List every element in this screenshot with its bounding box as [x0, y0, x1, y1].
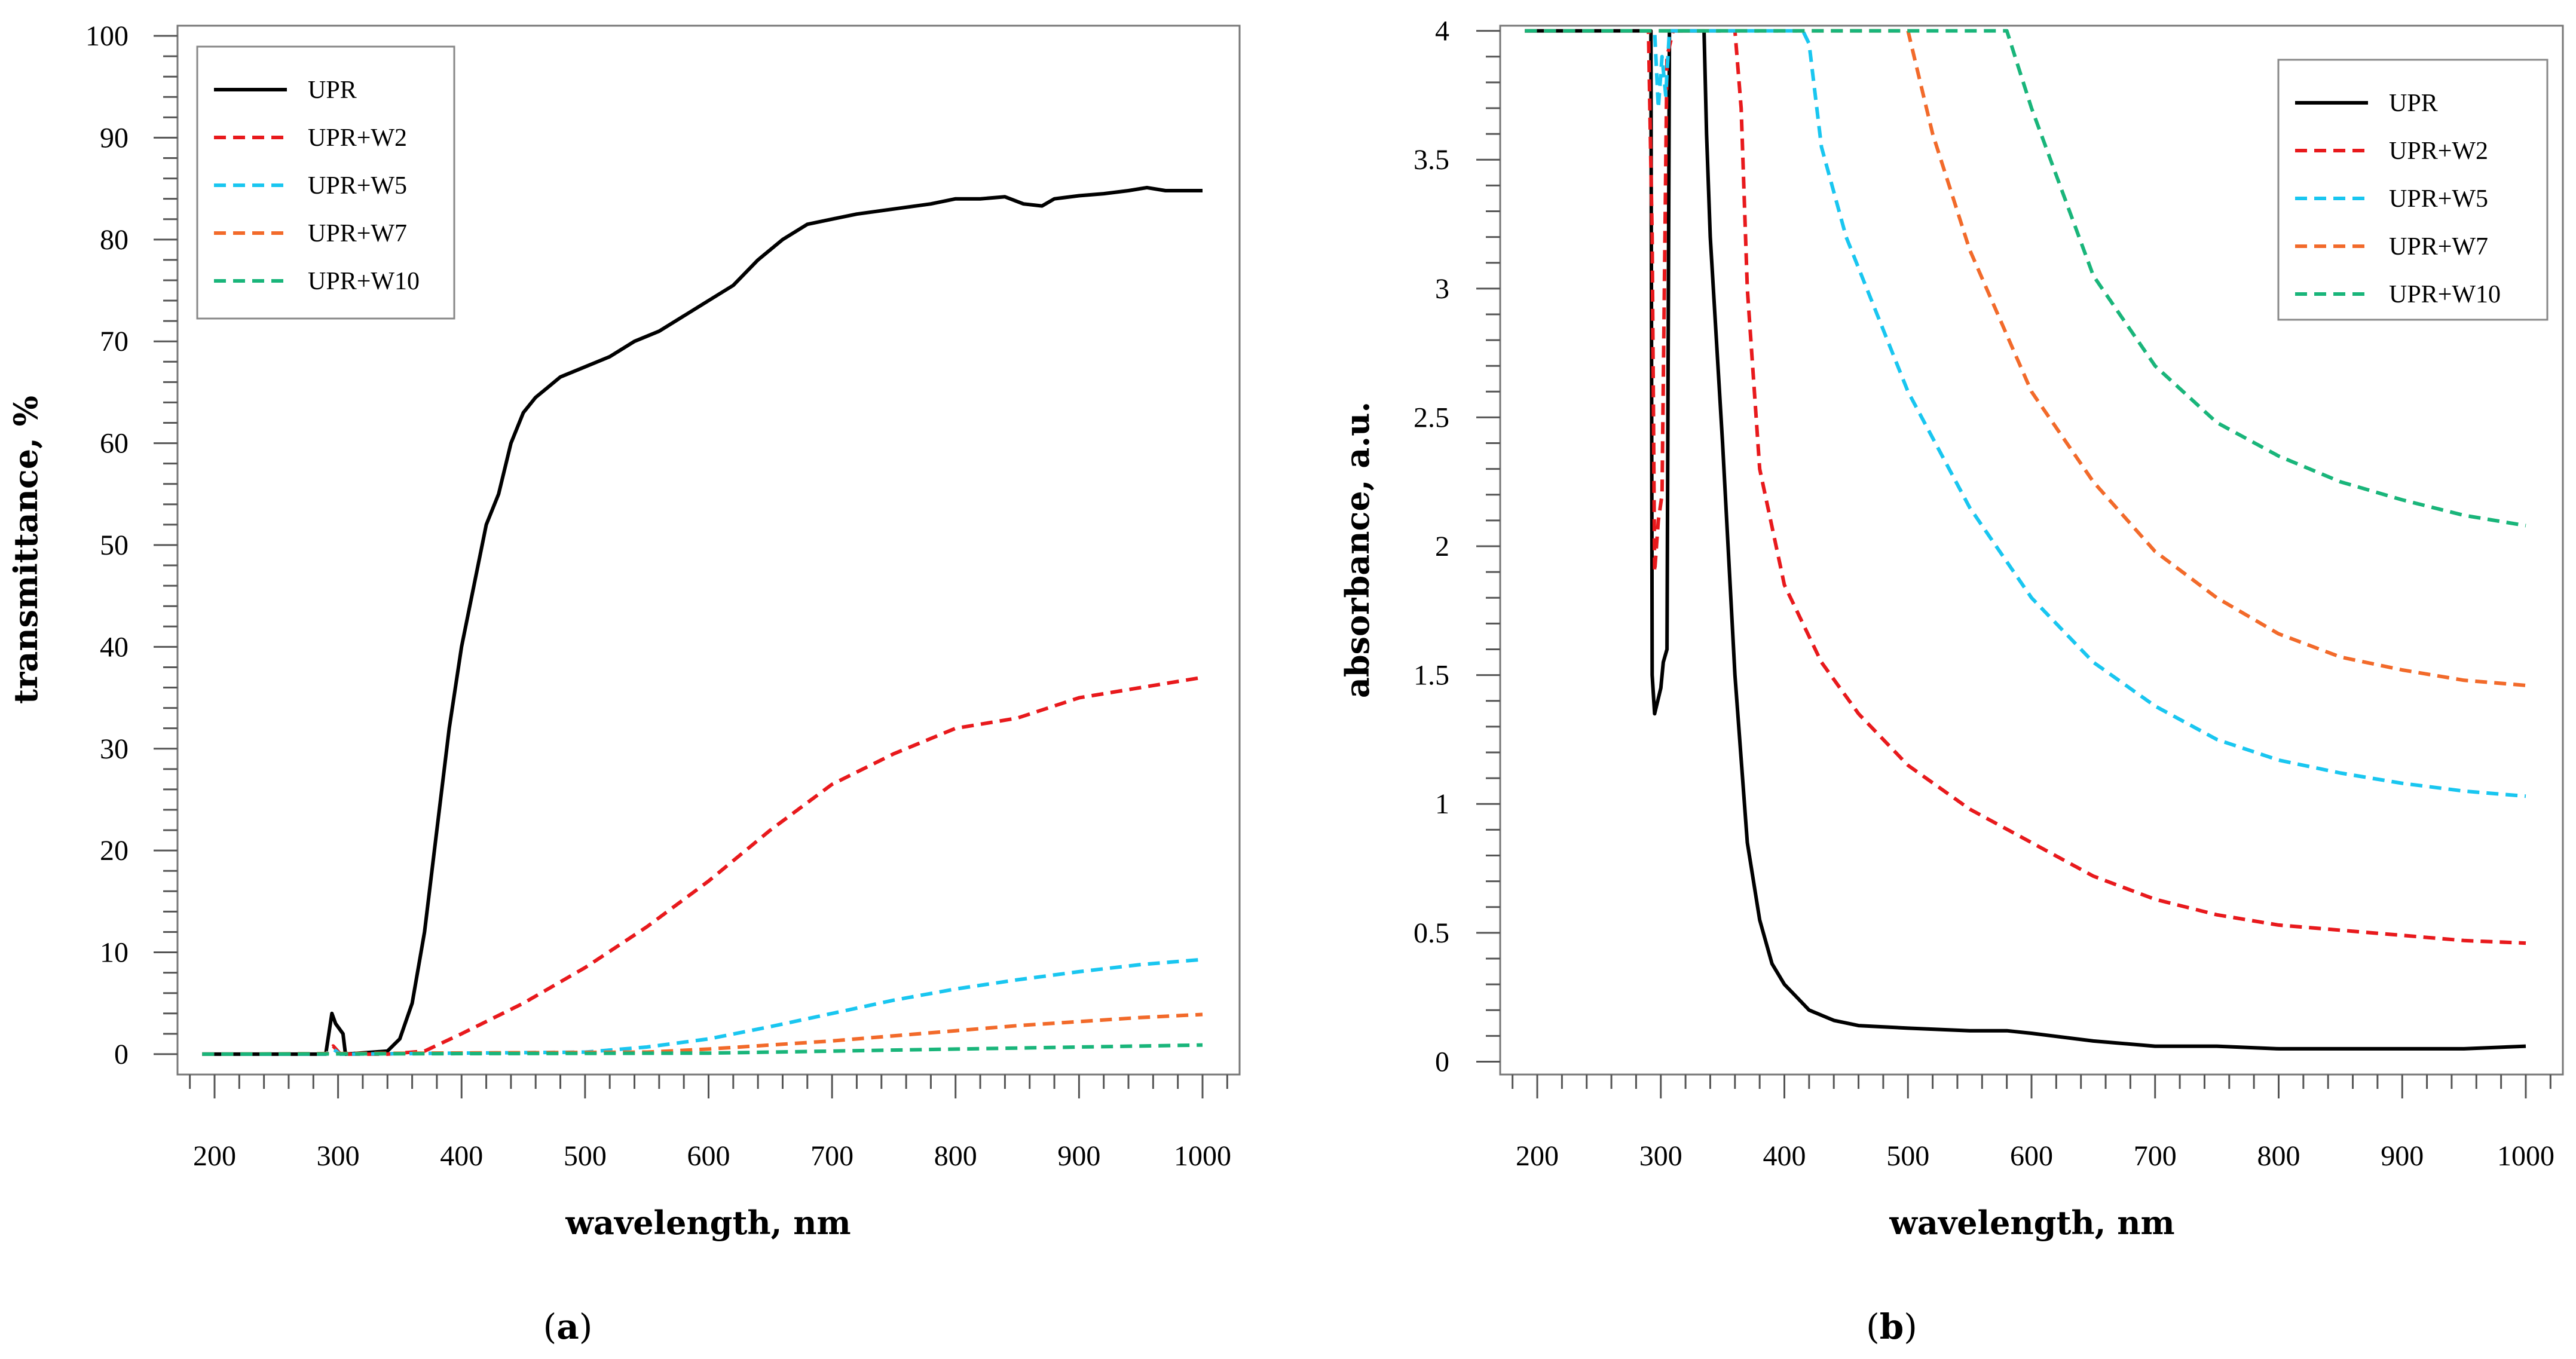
series-line-upr [1525, 29, 2526, 1051]
y-axis-title: absorbance, a.u. [1338, 402, 1376, 698]
panel-caption: (b) [1866, 1306, 1917, 1347]
x-tick-label: 700 [2134, 1140, 2177, 1172]
caption-open-paren: ( [543, 1306, 557, 1347]
caption-close-paren: ) [579, 1306, 593, 1347]
legend-label: UPR+W10 [2389, 281, 2501, 308]
y-tick-label: 0 [114, 1039, 129, 1070]
caption-letter: a [556, 1306, 579, 1347]
y-tick-label: 90 [100, 122, 129, 154]
series-line-upr-w7 [202, 1012, 1203, 1056]
panel-caption: (a) [543, 1306, 593, 1347]
y-tick-label: 80 [100, 224, 129, 256]
legend-box [196, 45, 455, 320]
legend-label: UPR+W7 [2389, 233, 2488, 261]
y-tick-label: 3 [1435, 273, 1449, 305]
x-tick-label: 500 [564, 1140, 607, 1172]
legend: UPR UPR+W2 UPR+W5 UPR+W7 UPR+W10 [196, 45, 455, 320]
x-tick-label: 600 [2010, 1140, 2053, 1172]
y-tick-label: 40 [100, 631, 129, 663]
x-tick-label: 300 [1639, 1140, 1682, 1172]
series-line-upr-w7 [1525, 29, 2526, 687]
x-tick-label: 200 [193, 1140, 236, 1172]
caption-close-paren: ) [1904, 1306, 1917, 1347]
legend-label: UPR+W7 [308, 220, 407, 247]
x-tick-label: 900 [1057, 1140, 1100, 1172]
series-line-upr [202, 185, 1203, 1056]
x-tick-label: 700 [810, 1140, 853, 1172]
y-tick-label: 60 [100, 428, 129, 460]
x-axis-title: wavelength, nm [1889, 1204, 2174, 1242]
y-tick-label: 3.5 [1414, 144, 1449, 176]
y-tick-label: 0 [1435, 1046, 1449, 1078]
series-line-upr-w10 [202, 1043, 1203, 1056]
series-line-upr-w5 [202, 957, 1203, 1056]
x-tick-label: 300 [317, 1140, 360, 1172]
y-tick-label: 100 [85, 20, 129, 52]
x-tick-label: 400 [1763, 1140, 1806, 1172]
caption-letter: b [1880, 1306, 1904, 1347]
x-tick-label: 500 [1886, 1140, 1929, 1172]
legend-box [2277, 59, 2549, 321]
legend-label: UPR+W2 [308, 124, 407, 152]
x-tick-label: 200 [1516, 1140, 1559, 1172]
series-lines [202, 185, 1203, 1056]
x-tick-label: 900 [2381, 1140, 2424, 1172]
x-axis-title: wavelength, nm [565, 1204, 850, 1242]
x-tick-label: 800 [2257, 1140, 2300, 1172]
series-lines [1525, 29, 2526, 1051]
y-tick-label: 2.5 [1414, 402, 1449, 433]
y-tick-label: 20 [100, 835, 129, 867]
x-tick-label: 1000 [1174, 1140, 1231, 1172]
y-tick-label: 50 [100, 529, 129, 561]
legend-label: UPR+W10 [308, 268, 420, 295]
y-tick-label: 4 [1435, 16, 1449, 47]
series-line-upr-w2 [202, 675, 1203, 1056]
x-tick-label: 600 [687, 1140, 730, 1172]
y-tick-label: 1 [1435, 788, 1449, 820]
series-line-upr-w5 [1525, 29, 2526, 798]
legend: UPR UPR+W2 UPR+W5 UPR+W7 UPR+W10 [2277, 59, 2549, 321]
caption-open-paren: ( [1866, 1306, 1880, 1347]
y-axis-title: transmittance, % [7, 396, 45, 704]
y-tick-label: 10 [100, 937, 129, 969]
y-tick-label: 0.5 [1414, 917, 1449, 949]
y-tick-label: 1.5 [1414, 660, 1449, 691]
x-tick-label: 1000 [2497, 1140, 2554, 1172]
legend-label: UPR+W5 [308, 172, 407, 200]
chart-panel-a: 200 300 400 500 600 700 800 900 1000 0 10 20 30 40 50 6… [7, 20, 1241, 1347]
x-tick-label: 800 [934, 1140, 977, 1172]
legend-label: UPR [308, 76, 357, 104]
chart-panel-b: 200 300 400 500 600 700 800 900 1000 0 0.5 1 1.5 2 2.5… [1338, 16, 2564, 1347]
y-tick-label: 70 [100, 326, 129, 357]
y-tick-label: 30 [100, 733, 129, 765]
legend-label: UPR+W2 [2389, 137, 2488, 165]
legend-label: UPR [2389, 90, 2438, 117]
x-tick-label: 400 [440, 1140, 483, 1172]
legend-label: UPR+W5 [2389, 185, 2488, 213]
y-tick-label: 2 [1435, 531, 1449, 562]
